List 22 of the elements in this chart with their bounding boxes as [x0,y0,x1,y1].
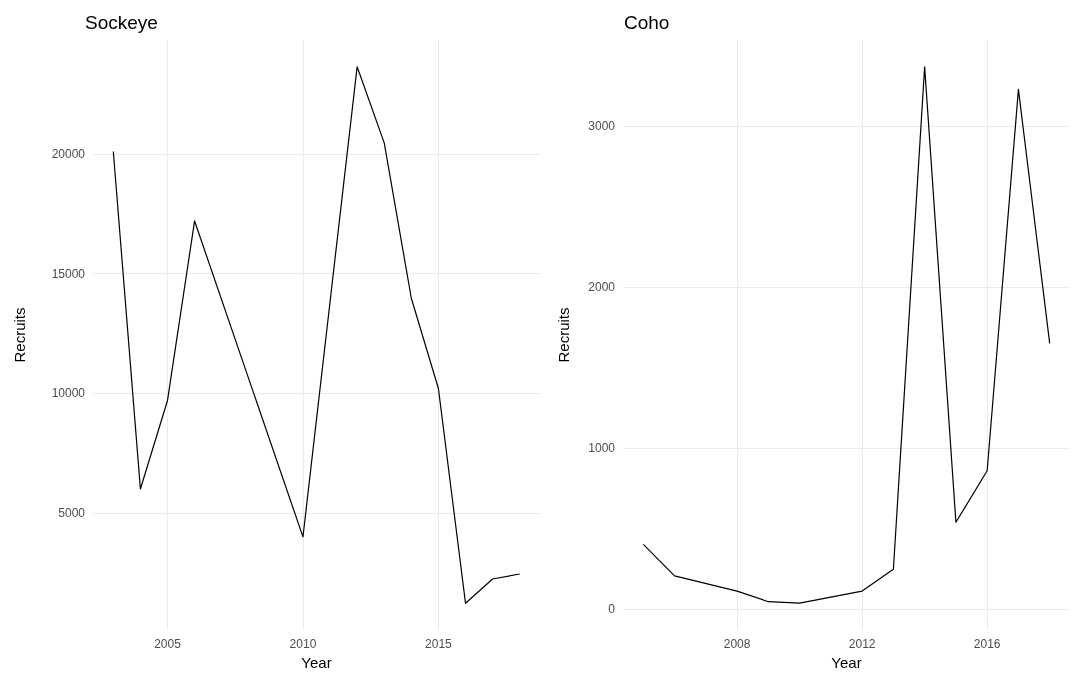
y-tick-label: 0 [608,601,616,616]
y-tick-label: 20000 [51,146,86,161]
x-tick-label: 2012 [848,637,876,651]
x-tick-label: 2010 [289,637,317,651]
y-tick-label: 1000 [588,440,616,455]
x-tick-label: 2005 [154,637,182,651]
y-tick-label: 2000 [588,280,616,295]
x-tick-label: 2016 [973,637,1001,651]
x-tick-label: 2008 [723,637,751,651]
line-series [642,66,1051,604]
x-tick-label: 2015 [425,637,453,651]
y-axis-title: Recruits [11,307,28,363]
y-tick-label: 3000 [588,119,616,134]
line-series [112,66,521,604]
y-axis-title: Recruits [555,307,572,363]
y-tick-label: 10000 [51,386,86,401]
x-axis-title: Year [831,653,862,671]
chart-title: Sockeye [85,12,158,33]
x-axis-title: Year [301,653,332,671]
y-tick-label: 5000 [58,505,86,520]
y-tick-label: 15000 [51,266,86,281]
chart-title: Coho [624,12,670,33]
